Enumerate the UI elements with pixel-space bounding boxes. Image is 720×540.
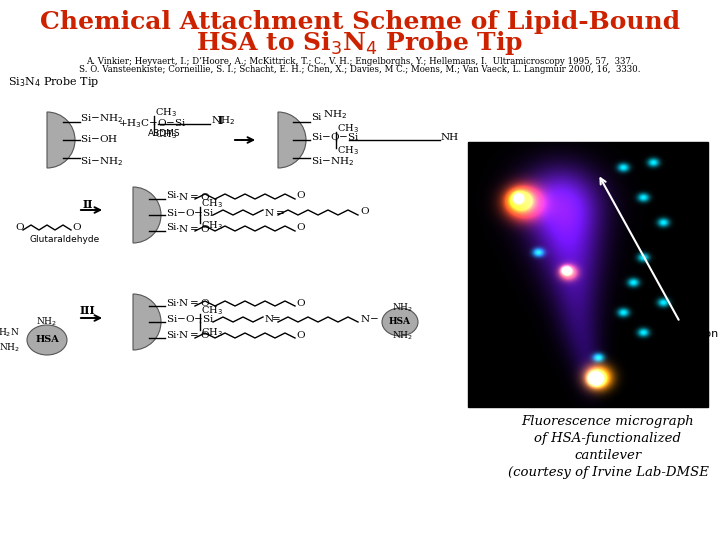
Text: Si$-$OH: Si$-$OH bbox=[80, 132, 118, 144]
Text: S. O. Vansteenkiste; Corneillie, S. I.; Schacht, E. H.; Chen, X.; Davies, M C.; : S. O. Vansteenkiste; Corneillie, S. I.; … bbox=[79, 65, 641, 75]
Text: O: O bbox=[360, 207, 369, 217]
Text: Si: Si bbox=[166, 330, 176, 340]
Text: probe
tip
location: probe tip location bbox=[674, 306, 718, 339]
Text: N$=$: N$=$ bbox=[264, 206, 284, 218]
Ellipse shape bbox=[27, 325, 67, 355]
Text: Si$-$NH$_2$: Si$-$NH$_2$ bbox=[311, 156, 354, 168]
Text: I: I bbox=[218, 116, 223, 126]
Text: Si$-$NH$_2$: Si$-$NH$_2$ bbox=[80, 156, 123, 168]
Text: CH$_3$: CH$_3$ bbox=[201, 305, 222, 318]
Text: Si$-$O$-$Si: Si$-$O$-$Si bbox=[311, 132, 359, 143]
Text: Glutaraldehyde: Glutaraldehyde bbox=[30, 235, 100, 245]
Text: Si$-$O$-$Si: Si$-$O$-$Si bbox=[166, 206, 215, 218]
Text: $\cdot$N$=$O: $\cdot$N$=$O bbox=[175, 191, 210, 201]
Text: NH$_2$: NH$_2$ bbox=[37, 316, 58, 328]
Text: Si$-$O$-$Si: Si$-$O$-$Si bbox=[166, 314, 215, 325]
Text: CH$_3$: CH$_3$ bbox=[337, 145, 359, 157]
Text: HSA: HSA bbox=[389, 318, 411, 327]
Text: $\cdot$N$=$O: $\cdot$N$=$O bbox=[175, 222, 210, 233]
Text: NH: NH bbox=[441, 132, 459, 141]
Text: Si: Si bbox=[166, 299, 176, 307]
Text: HSA to Si$_3$N$_4$ Probe Tip: HSA to Si$_3$N$_4$ Probe Tip bbox=[197, 29, 523, 57]
Text: Si$_3$N$_4$ Probe Tip: Si$_3$N$_4$ Probe Tip bbox=[8, 75, 99, 89]
Text: $\cdot$N$=$O: $\cdot$N$=$O bbox=[175, 329, 210, 341]
Text: +H$_3$C$-$O$-$Si: +H$_3$C$-$O$-$Si bbox=[118, 118, 186, 130]
Text: HSA: HSA bbox=[35, 335, 59, 345]
Text: NH$_2$: NH$_2$ bbox=[392, 302, 413, 314]
Wedge shape bbox=[278, 112, 306, 168]
Text: H$_2$N: H$_2$N bbox=[0, 327, 20, 339]
Text: O: O bbox=[296, 330, 305, 340]
Text: CH$_3$: CH$_3$ bbox=[155, 106, 177, 119]
Ellipse shape bbox=[382, 308, 418, 336]
Text: III: III bbox=[80, 306, 96, 316]
Text: Si: Si bbox=[166, 192, 176, 200]
Text: ABDMS: ABDMS bbox=[148, 130, 181, 138]
Text: CH$_3$: CH$_3$ bbox=[155, 129, 177, 141]
Text: NH$_2$: NH$_2$ bbox=[0, 342, 20, 354]
Text: $\cdot$N$=$O: $\cdot$N$=$O bbox=[175, 298, 210, 308]
Text: Si: Si bbox=[311, 113, 321, 123]
Text: O: O bbox=[72, 222, 81, 232]
Text: O: O bbox=[296, 299, 305, 307]
Text: O: O bbox=[296, 224, 305, 233]
Text: N$-$: N$-$ bbox=[360, 314, 379, 325]
Text: CH$_3$: CH$_3$ bbox=[201, 198, 222, 211]
Text: II: II bbox=[83, 199, 94, 210]
Bar bbox=[468, 142, 708, 407]
Text: Si: Si bbox=[166, 224, 176, 233]
Wedge shape bbox=[133, 294, 161, 350]
Text: NH$_2$: NH$_2$ bbox=[392, 330, 413, 342]
Text: O: O bbox=[15, 222, 24, 232]
Wedge shape bbox=[47, 112, 75, 168]
Text: NH$_2$: NH$_2$ bbox=[323, 109, 347, 122]
Text: NH$_2$: NH$_2$ bbox=[211, 114, 235, 127]
Wedge shape bbox=[133, 187, 161, 243]
Text: CH$_3$: CH$_3$ bbox=[201, 327, 222, 340]
Text: CH$_3$: CH$_3$ bbox=[337, 123, 359, 136]
Text: Fluorescence micrograph
of HSA-functionalized
cantilever
(courtesy of Irvine Lab: Fluorescence micrograph of HSA-functiona… bbox=[508, 415, 708, 479]
Text: O: O bbox=[296, 192, 305, 200]
Text: CH$_3$: CH$_3$ bbox=[201, 220, 222, 232]
Text: Chemical Attachment Scheme of Lipid-Bound: Chemical Attachment Scheme of Lipid-Boun… bbox=[40, 10, 680, 34]
Text: Si$-$NH$_2$: Si$-$NH$_2$ bbox=[80, 113, 123, 125]
Text: N$\!\!=\!\!$: N$\!\!=\!\!$ bbox=[264, 314, 282, 325]
Text: A. Vinkier; Heyvaert, I.; D’Hoore, A.; McKittrick, T.; C., V. H.; Engelborghs, Y: A. Vinkier; Heyvaert, I.; D’Hoore, A.; M… bbox=[86, 57, 634, 66]
